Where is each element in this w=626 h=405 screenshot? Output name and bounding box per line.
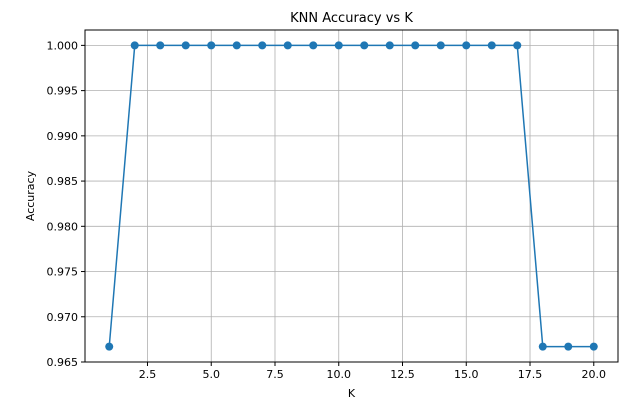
x-tick-label: 12.5 <box>390 368 415 381</box>
data-point <box>360 41 369 50</box>
chart-title: KNN Accuracy vs K <box>290 11 413 26</box>
data-point <box>589 342 598 351</box>
x-tick-label: 17.5 <box>518 368 543 381</box>
data-point <box>156 41 165 50</box>
data-point <box>436 41 445 50</box>
x-tick-label: 2.5 <box>139 368 157 381</box>
y-tick-label: 1.000 <box>47 39 79 52</box>
ticks: 2.5 5.0 7.5 10.0 12.5 15.0 17.5 20.0 0.965 0.970 0… <box>47 39 607 381</box>
data-point <box>207 41 216 50</box>
x-axis-label: K <box>348 387 356 400</box>
y-tick-label: 0.990 <box>47 130 79 143</box>
data-point <box>181 41 190 50</box>
data-point <box>105 342 114 351</box>
y-axis-label: Accuracy <box>24 170 37 221</box>
data-point <box>309 41 318 50</box>
data-point <box>538 342 547 351</box>
data-point <box>232 41 241 50</box>
data-point <box>130 41 139 50</box>
data-point <box>487 41 496 50</box>
x-tick-label: 5.0 <box>202 368 220 381</box>
x-tick-label: 10.0 <box>326 368 351 381</box>
x-tick-label: 15.0 <box>454 368 479 381</box>
y-tick-label: 0.985 <box>47 175 79 188</box>
series-layer <box>105 41 598 351</box>
x-tick-label: 20.0 <box>582 368 607 381</box>
data-point <box>283 41 292 50</box>
data-point <box>564 342 573 351</box>
plot-frame <box>84 29 619 363</box>
data-point <box>462 41 471 50</box>
series-line <box>108 44 594 348</box>
y-tick-label: 0.965 <box>47 356 79 369</box>
data-point <box>385 41 394 50</box>
data-point <box>258 41 267 50</box>
data-point <box>334 41 343 50</box>
y-tick-label: 0.970 <box>47 311 79 324</box>
data-point <box>411 41 420 50</box>
y-tick-label: 0.980 <box>47 220 79 233</box>
y-tick-label: 0.975 <box>47 266 79 279</box>
data-point <box>513 41 522 50</box>
y-tick-label: 0.995 <box>47 85 79 98</box>
x-tick-label: 7.5 <box>266 368 284 381</box>
